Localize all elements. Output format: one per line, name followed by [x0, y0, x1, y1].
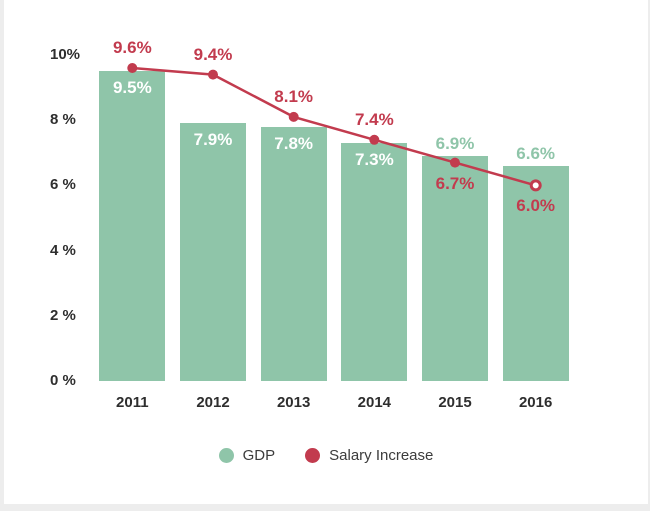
salary-increase-line: [127, 63, 542, 192]
x-tick-label-2014: 2014: [357, 394, 392, 411]
legend-label: Salary Increase: [329, 447, 434, 464]
salary-line-path: [132, 66, 537, 187]
salary-point-2012: [208, 69, 218, 80]
gdp-bar-2016: [502, 165, 569, 381]
gdp-bar-2013: [260, 126, 327, 381]
salary-point-2011: [127, 63, 138, 73]
gdp-bar-2012: [180, 123, 246, 381]
x-tick-label-2011: 2011: [116, 394, 149, 411]
salary-point-2013: [288, 111, 299, 122]
legend-dot-icon: [305, 448, 321, 463]
y-tick-label: 2 %: [50, 306, 76, 324]
x-tick-label-2013: 2013: [276, 394, 311, 411]
y-tick-label: 10%: [50, 46, 81, 63]
x-tick-label-2016: 2016: [518, 394, 553, 411]
legend-item-gdp: GDP: [218, 447, 276, 464]
gdp-bar-2015: [422, 156, 488, 381]
salary-point-2016: [529, 179, 542, 192]
legend-dot-icon: [218, 448, 234, 463]
x-tick-label-2015: 2015: [438, 394, 472, 411]
y-tick-label: 8 %: [50, 111, 76, 129]
legend-item-salary-increase: Salary Increase: [305, 447, 433, 464]
salary-point-2014: [369, 134, 380, 145]
legend: GDP Salary Increase: [4, 447, 648, 464]
gdp-bar-2011: [99, 71, 166, 381]
chart-container: 0 % 2 % 4 % 6 % 8 % 10% 9.5% 7.9% 7.8% 7.3% 6.9% 6…: [4, 0, 648, 504]
gdp-bar-2014: [341, 143, 408, 381]
y-tick-label: 6 %: [50, 176, 76, 194]
legend-label: GDP: [242, 447, 276, 464]
plot-area: [92, 55, 576, 381]
y-tick-label: 4 %: [50, 241, 76, 259]
y-tick-label: 0 %: [50, 372, 76, 389]
salary-point-2015: [450, 157, 460, 168]
x-tick-label-2012: 2012: [196, 394, 230, 411]
